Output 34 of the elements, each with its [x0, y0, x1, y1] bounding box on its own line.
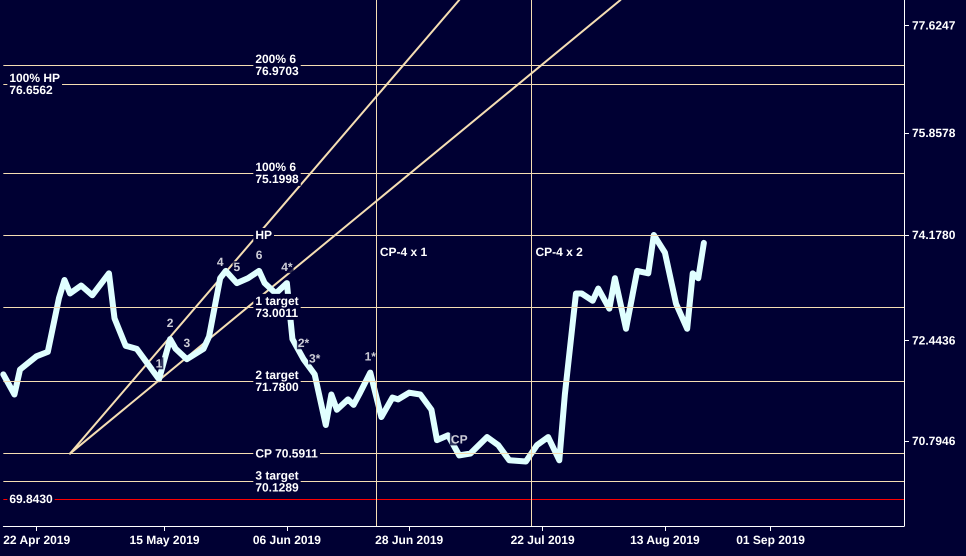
ref-line-label: CP-4 x 2 [536, 245, 584, 259]
annotation: 5 [233, 260, 240, 274]
annotation: 2* [298, 336, 310, 350]
y-tick-label: 72.4436 [912, 334, 956, 348]
annotation: 6 [256, 248, 263, 262]
y-tick-label: 77.6247 [912, 18, 956, 32]
x-tick-label: 22 Apr 2019 [3, 533, 70, 547]
x-tick-label: 06 Jun 2019 [252, 533, 322, 547]
ref-line-label: CP 70.5911 [255, 446, 318, 461]
y-tick-label: 70.7946 [912, 434, 956, 448]
ref-line-label: 100% 6 75.1998 [255, 160, 300, 186]
x-tick-label: 13 Aug 2019 [630, 533, 700, 547]
annotation: 1 [156, 356, 163, 370]
annotation: 4 [216, 255, 224, 270]
ref-line-label: 1 target 73.0011 [255, 294, 299, 320]
ref-line-label: 200% 6 76.9703 [255, 52, 300, 78]
ref-line-label: HP [255, 228, 272, 242]
x-tick-label: 28 Jun 2019 [375, 533, 444, 547]
ref-line-label: 69.8430 [9, 492, 54, 506]
x-tick-label: 22 Jul 2019 [510, 533, 575, 547]
y-tick-label: 74.1780 [912, 228, 956, 242]
ref-line-label: CP-4 x 1 [380, 245, 428, 259]
ref-line-label: 2 target 71.7800 [255, 368, 300, 394]
annotation: 1* [364, 350, 376, 364]
annotation: 2 [166, 316, 174, 330]
ref-line-label: 3 target 70.1289 [255, 468, 300, 495]
annotation: 3 [183, 336, 190, 350]
x-tick-label: 01 Sep 2019 [736, 533, 806, 547]
ref-line-label: 100% HP 76.6562 [9, 71, 60, 98]
annotation: CP [450, 432, 468, 446]
annotation: 3* [309, 351, 321, 366]
y-tick-label: 75.8578 [912, 126, 956, 140]
x-tick-label: 15 May 2019 [130, 533, 200, 547]
annotation: 4* [281, 260, 293, 274]
